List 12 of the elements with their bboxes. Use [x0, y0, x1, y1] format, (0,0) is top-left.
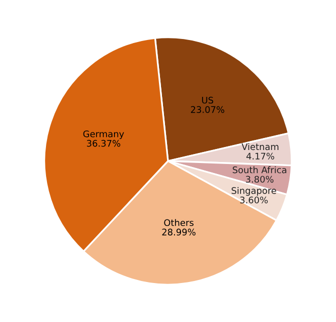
slice-label: Germany — [83, 130, 124, 140]
slice-label: US — [202, 96, 214, 104]
data-label: 4.17% — [246, 152, 274, 160]
data-label: 23.07% — [190, 106, 224, 113]
slice-label: Others — [164, 219, 194, 226]
data-label: 36.37% — [87, 140, 120, 147]
slice-label: Vietnam — [242, 143, 278, 150]
data-label: 3.60% — [240, 196, 268, 204]
data-label: 3.80% — [246, 176, 274, 183]
slice-label: Singapore — [232, 186, 276, 196]
data-label: 28.99% — [162, 228, 196, 236]
slice-label: South Africa — [232, 166, 286, 174]
